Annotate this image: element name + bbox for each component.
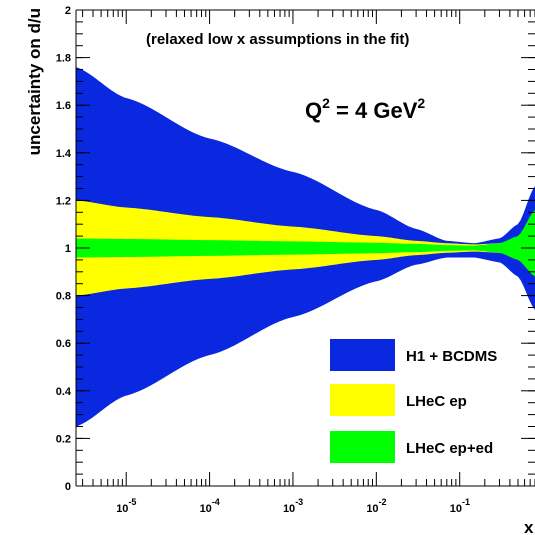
- q2-sup1: 2: [322, 95, 330, 111]
- chart-title: (relaxed low x assumptions in the fit): [146, 31, 409, 48]
- bands-layer: [76, 67, 535, 427]
- y-tick-label: 1.8: [56, 53, 71, 65]
- q2-base: Q: [305, 98, 322, 123]
- y-tick-label: 0: [65, 481, 71, 493]
- axes-layer: 0 0.2 0.4 0.6 0.8 1 1.2 1.4 1.6 1.8 2 10-5 10-4 10-3 1…: [56, 5, 535, 515]
- y-tick-label: 0.6: [56, 338, 71, 350]
- y-tick-label: 1: [65, 243, 71, 255]
- band-2: [76, 209, 535, 277]
- x-tick-label: 10-3: [283, 497, 303, 515]
- legend: H1 + BCDMS LHeC ep LHeC ep+ed: [330, 339, 497, 463]
- x-tick-label: 10-5: [116, 497, 136, 515]
- y-tick-label: 1.2: [56, 195, 71, 207]
- y-tick-label: 0.2: [56, 433, 71, 445]
- legend-label: LHeC ep+ed: [406, 440, 493, 457]
- y-tick-label: 2: [65, 5, 71, 17]
- legend-swatch: [330, 339, 395, 371]
- y-tick-label: 0.8: [56, 291, 71, 303]
- legend-swatch: [330, 384, 395, 416]
- x-tick-label: 10-2: [366, 497, 386, 515]
- q2-annotation: Q2 = 4 GeV2: [305, 95, 425, 123]
- legend-label: H1 + BCDMS: [406, 348, 497, 365]
- x-axis-label: x: [524, 518, 534, 535]
- legend-swatch: [330, 431, 395, 463]
- x-tick-label: 10-1: [450, 497, 470, 515]
- y-tick-label: 1.4: [56, 148, 72, 160]
- y-tick-label: 1.6: [56, 100, 71, 112]
- y-axis-label: uncertainty on d/u: [25, 8, 44, 155]
- x-tick-label: 10-4: [200, 497, 220, 515]
- y-tick-label: 0.4: [56, 386, 72, 398]
- q2-mid: = 4 GeV: [330, 98, 418, 123]
- q2-sup2: 2: [417, 95, 425, 111]
- legend-label: LHeC ep: [406, 393, 467, 410]
